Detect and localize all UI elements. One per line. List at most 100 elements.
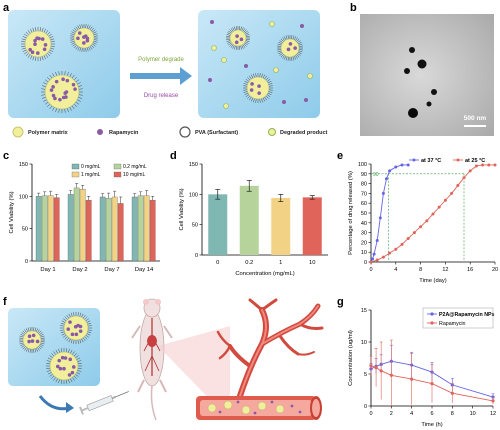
- drug-dot: [71, 82, 76, 87]
- data-point: [437, 205, 441, 209]
- released-drug: [282, 100, 286, 104]
- pva-chain: [49, 74, 53, 79]
- panel-c-bar-chart: 0 50 100 150 Cell Viability (%) Day 1 Day 2 Day…: [9, 162, 160, 273]
- pva-chain: [60, 329, 65, 331]
- pva-chain: [75, 45, 79, 50]
- y-axis-label: Cell Viability (%): [179, 188, 185, 230]
- data-point: [369, 260, 373, 264]
- legend-swatch: [71, 163, 80, 170]
- pva-chain: [239, 26, 241, 31]
- pva-chain: [296, 38, 300, 42]
- drug-dot: [249, 88, 254, 92]
- pva-chain: [229, 29, 233, 33]
- released-drug: [304, 98, 308, 102]
- drug-dot: [76, 36, 80, 41]
- pva-chain: [62, 318, 67, 322]
- pva-chain: [293, 55, 297, 60]
- pva-chain: [86, 320, 91, 323]
- pva-chain: [78, 88, 83, 90]
- polymer-matrix: [280, 38, 300, 58]
- pva-chain: [44, 101, 49, 105]
- drug-dot: [239, 37, 244, 42]
- x-tick-label: 0: [216, 260, 219, 266]
- pva-chain: [44, 79, 49, 83]
- pva-chain: [226, 40, 231, 42]
- drug-dot: [250, 82, 254, 86]
- pva-chain: [81, 313, 84, 318]
- y-tick-label: 70: [361, 191, 367, 197]
- data-point: [410, 377, 414, 381]
- pva-chain: [241, 27, 244, 31]
- drug-dot: [68, 320, 72, 324]
- pva-chain: [277, 45, 282, 47]
- y-axis-label: Cell Viability (%): [9, 191, 15, 233]
- y-tick-label: 0: [195, 253, 198, 259]
- vessel-contents: [207, 400, 302, 415]
- degraded-product: [223, 103, 229, 109]
- pva-chain: [70, 349, 73, 354]
- y-tick-label: 50: [192, 223, 198, 229]
- pva-chain: [67, 108, 69, 113]
- pva-chain: [243, 83, 248, 85]
- nanoparticle: [21, 27, 55, 61]
- pva-chain: [226, 34, 231, 36]
- pva-chain: [46, 367, 51, 370]
- data-point: [474, 164, 478, 168]
- drug-dot: [63, 356, 68, 360]
- pva-chain: [297, 53, 301, 56]
- pva-chain: [61, 320, 66, 323]
- y-tick-label: 0: [364, 260, 367, 266]
- nanoparticle: [277, 35, 303, 61]
- pva-chain: [84, 316, 88, 320]
- pva-chain: [39, 343, 44, 347]
- pva-chain: [293, 36, 297, 41]
- pva-chain: [298, 45, 303, 47]
- drug-dot: [68, 357, 73, 362]
- drug-dot: [70, 332, 75, 337]
- pva-chain: [90, 44, 95, 49]
- pva-chain: [39, 345, 43, 348]
- pva-chain: [60, 348, 63, 353]
- pva-chain: [43, 28, 46, 33]
- pva-chain: [279, 53, 283, 56]
- legend-label: 1 mg/mL: [81, 172, 101, 178]
- pva-chain: [35, 347, 39, 352]
- drug-dot: [77, 31, 82, 35]
- y-tick-label: 60: [361, 201, 367, 207]
- panel-a-letter: a: [3, 2, 10, 14]
- data-point: [487, 163, 491, 167]
- y-axis-label: Concentration (ug/ml): [348, 330, 354, 386]
- vessel-nanoparticle: [241, 405, 251, 415]
- pva-chain: [35, 27, 37, 32]
- pva-chain: [250, 97, 254, 102]
- pva-chain: [298, 43, 303, 46]
- pva-chain: [71, 42, 76, 45]
- legend-matrix-icon: [12, 126, 24, 138]
- legend-label: 0.2 mg/mL: [123, 164, 147, 170]
- data-point: [375, 258, 379, 262]
- pva-chain: [85, 334, 90, 338]
- pva-chain: [21, 38, 26, 41]
- bar: [143, 195, 150, 262]
- pva-chain: [87, 331, 92, 334]
- vessel-drug: [290, 404, 294, 408]
- legend-label: 0 mg/mL: [81, 164, 101, 170]
- pva-chain: [48, 33, 52, 37]
- pva-chain: [76, 372, 81, 375]
- pva-chain: [259, 73, 261, 78]
- y-tick-label: 90: [361, 172, 367, 178]
- pva-chain: [266, 94, 271, 98]
- pva-chain: [55, 378, 58, 383]
- x-tick-label: 0: [369, 411, 372, 417]
- drug-dot: [61, 95, 66, 100]
- pva-chain: [245, 32, 249, 35]
- pva-chain: [40, 337, 45, 339]
- drug-dot: [42, 47, 47, 52]
- bar: [137, 195, 144, 262]
- tem-particle: [426, 101, 432, 107]
- legend-swatch: [113, 163, 122, 170]
- pva-chain: [91, 29, 96, 33]
- legend-marker: [430, 321, 434, 325]
- data-point: [462, 176, 466, 180]
- drug-dot: [35, 339, 40, 344]
